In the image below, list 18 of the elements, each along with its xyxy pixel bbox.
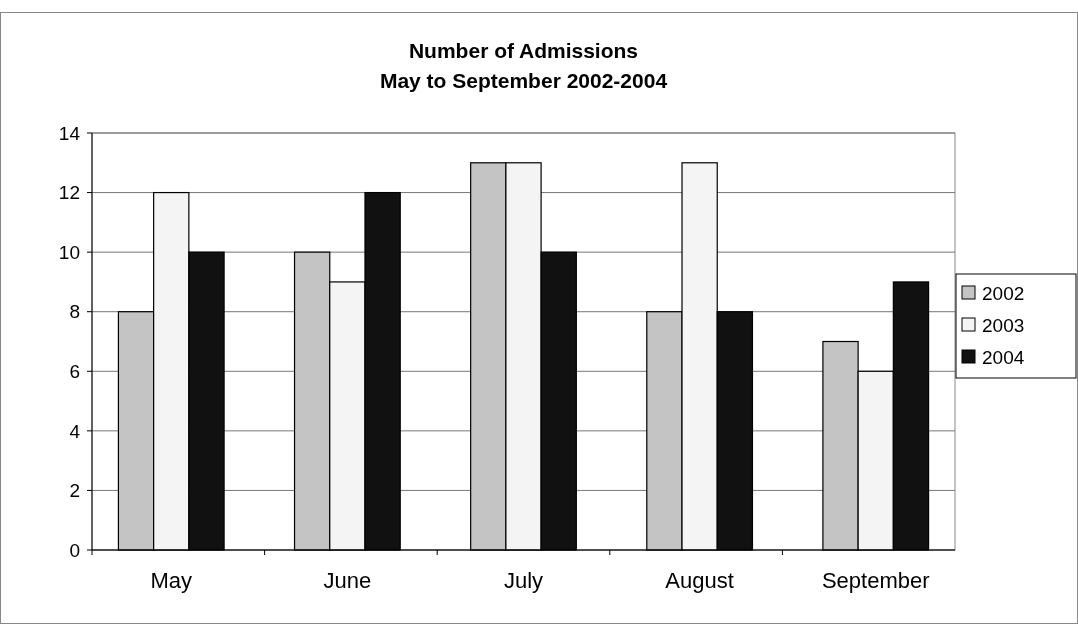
y-tick-label: 10	[58, 241, 80, 263]
y-tick-label: 0	[69, 539, 80, 561]
legend-label: 2003	[982, 314, 1025, 336]
x-tick-label: June	[323, 568, 372, 593]
chart-title: Number of Admissions	[408, 39, 639, 62]
y-tick-label: 6	[69, 360, 80, 382]
y-tick-label: 4	[69, 420, 81, 442]
legend-label: 2004	[982, 346, 1025, 368]
legend-label: 2002	[982, 282, 1025, 304]
y-tick-label: 12	[58, 182, 80, 204]
x-tick-label: May	[150, 568, 193, 593]
x-tick-label: July	[503, 568, 544, 593]
y-tick-label: 14	[58, 122, 81, 144]
chart-subtitle: May to September 2002-2004	[379, 69, 668, 92]
y-tick-label: 2	[69, 480, 80, 502]
y-tick-label: 8	[69, 301, 80, 323]
x-tick-label: August	[665, 568, 734, 593]
x-tick-label: September	[821, 568, 930, 593]
